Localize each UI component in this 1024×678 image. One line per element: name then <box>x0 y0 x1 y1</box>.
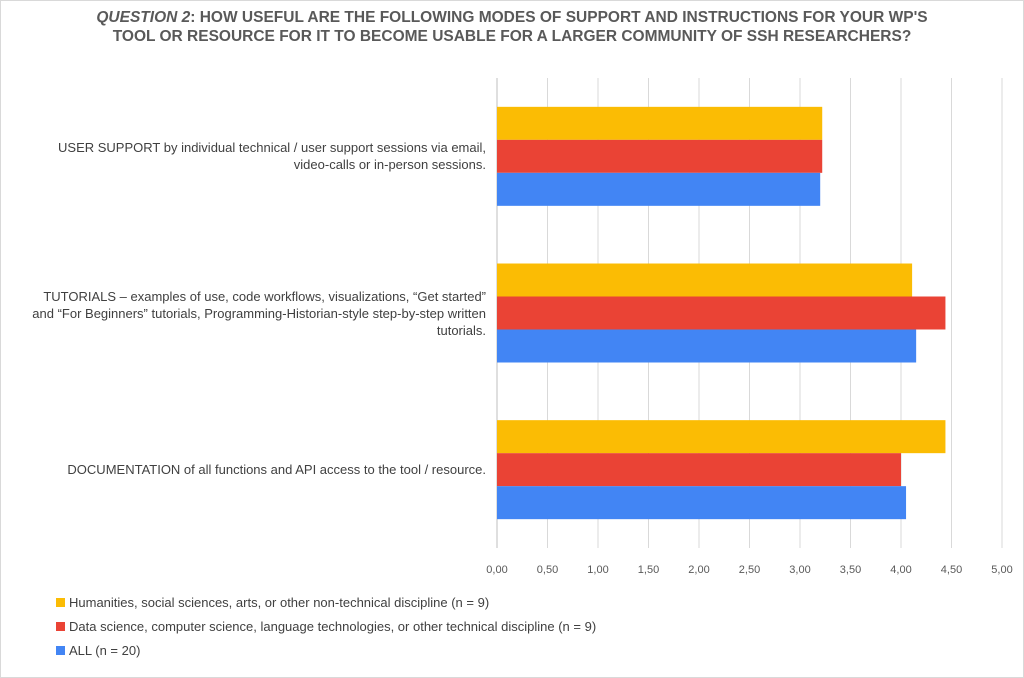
legend-label: Humanities, social sciences, arts, or ot… <box>69 594 490 610</box>
x-tick-label: 4,50 <box>941 564 962 576</box>
legend-swatch <box>56 621 65 631</box>
title-text: : HOW USEFUL ARE THE FOLLOWING MODES OF … <box>190 9 928 26</box>
x-tick-label: 1,50 <box>638 564 659 576</box>
category-label: DOCUMENTATION of all functions and API a… <box>0 461 486 478</box>
category-label-line: and “For Beginners” tutorials, Programmi… <box>32 305 486 321</box>
x-tick-label: 0,00 <box>486 564 507 576</box>
category-label: USER SUPPORT by individual technical / u… <box>0 139 486 173</box>
legend-item: ALL (n = 20) <box>56 638 596 662</box>
x-tick-label: 2,50 <box>739 564 760 576</box>
bar-cat1-series0 <box>497 263 913 297</box>
x-tick-label: 1,00 <box>587 564 608 576</box>
category-label-line: USER SUPPORT by individual technical / u… <box>58 140 486 156</box>
x-tick-label: 3,00 <box>789 564 810 576</box>
bar-cat2-series0 <box>497 420 946 454</box>
bar-cat0-series1 <box>497 139 823 173</box>
category-label-line: TUTORIALS – examples of use, code workfl… <box>43 288 486 304</box>
chart-title: QUESTION 2: HOW USEFUL ARE THE FOLLOWING… <box>0 8 1024 46</box>
legend: Humanities, social sciences, arts, or ot… <box>56 590 596 662</box>
category-label: TUTORIALS – examples of use, code workfl… <box>0 288 486 339</box>
x-tick-label: 2,00 <box>688 564 709 576</box>
x-tick-label: 3,50 <box>840 564 861 576</box>
legend-item: Data science, computer science, language… <box>56 614 596 638</box>
category-label-line: tutorials. <box>436 322 486 338</box>
bar-cat2-series1 <box>497 453 901 487</box>
legend-label: ALL (n = 20) <box>69 642 141 658</box>
bar-cat2-series2 <box>497 486 907 520</box>
title-question: QUESTION 2 <box>96 9 191 26</box>
legend-label: Data science, computer science, language… <box>69 618 597 634</box>
title-line-2: TOOL OR RESOURCE FOR IT TO BECOME USABLE… <box>112 28 912 45</box>
legend-item: Humanities, social sciences, arts, or ot… <box>56 590 596 614</box>
bar-cat0-series2 <box>497 172 821 206</box>
x-tick-label: 5,00 <box>991 564 1012 576</box>
legend-swatch <box>56 645 65 655</box>
bar-cat0-series0 <box>497 106 823 140</box>
bar-cat1-series1 <box>497 296 946 330</box>
x-tick-label: 0,50 <box>537 564 558 576</box>
bar-cat1-series2 <box>497 329 917 363</box>
legend-swatch <box>56 597 65 607</box>
category-label-line: DOCUMENTATION of all functions and API a… <box>67 462 486 478</box>
category-label-line: video-calls or in-person sessions. <box>293 157 486 173</box>
x-tick-label: 4,00 <box>890 564 911 576</box>
